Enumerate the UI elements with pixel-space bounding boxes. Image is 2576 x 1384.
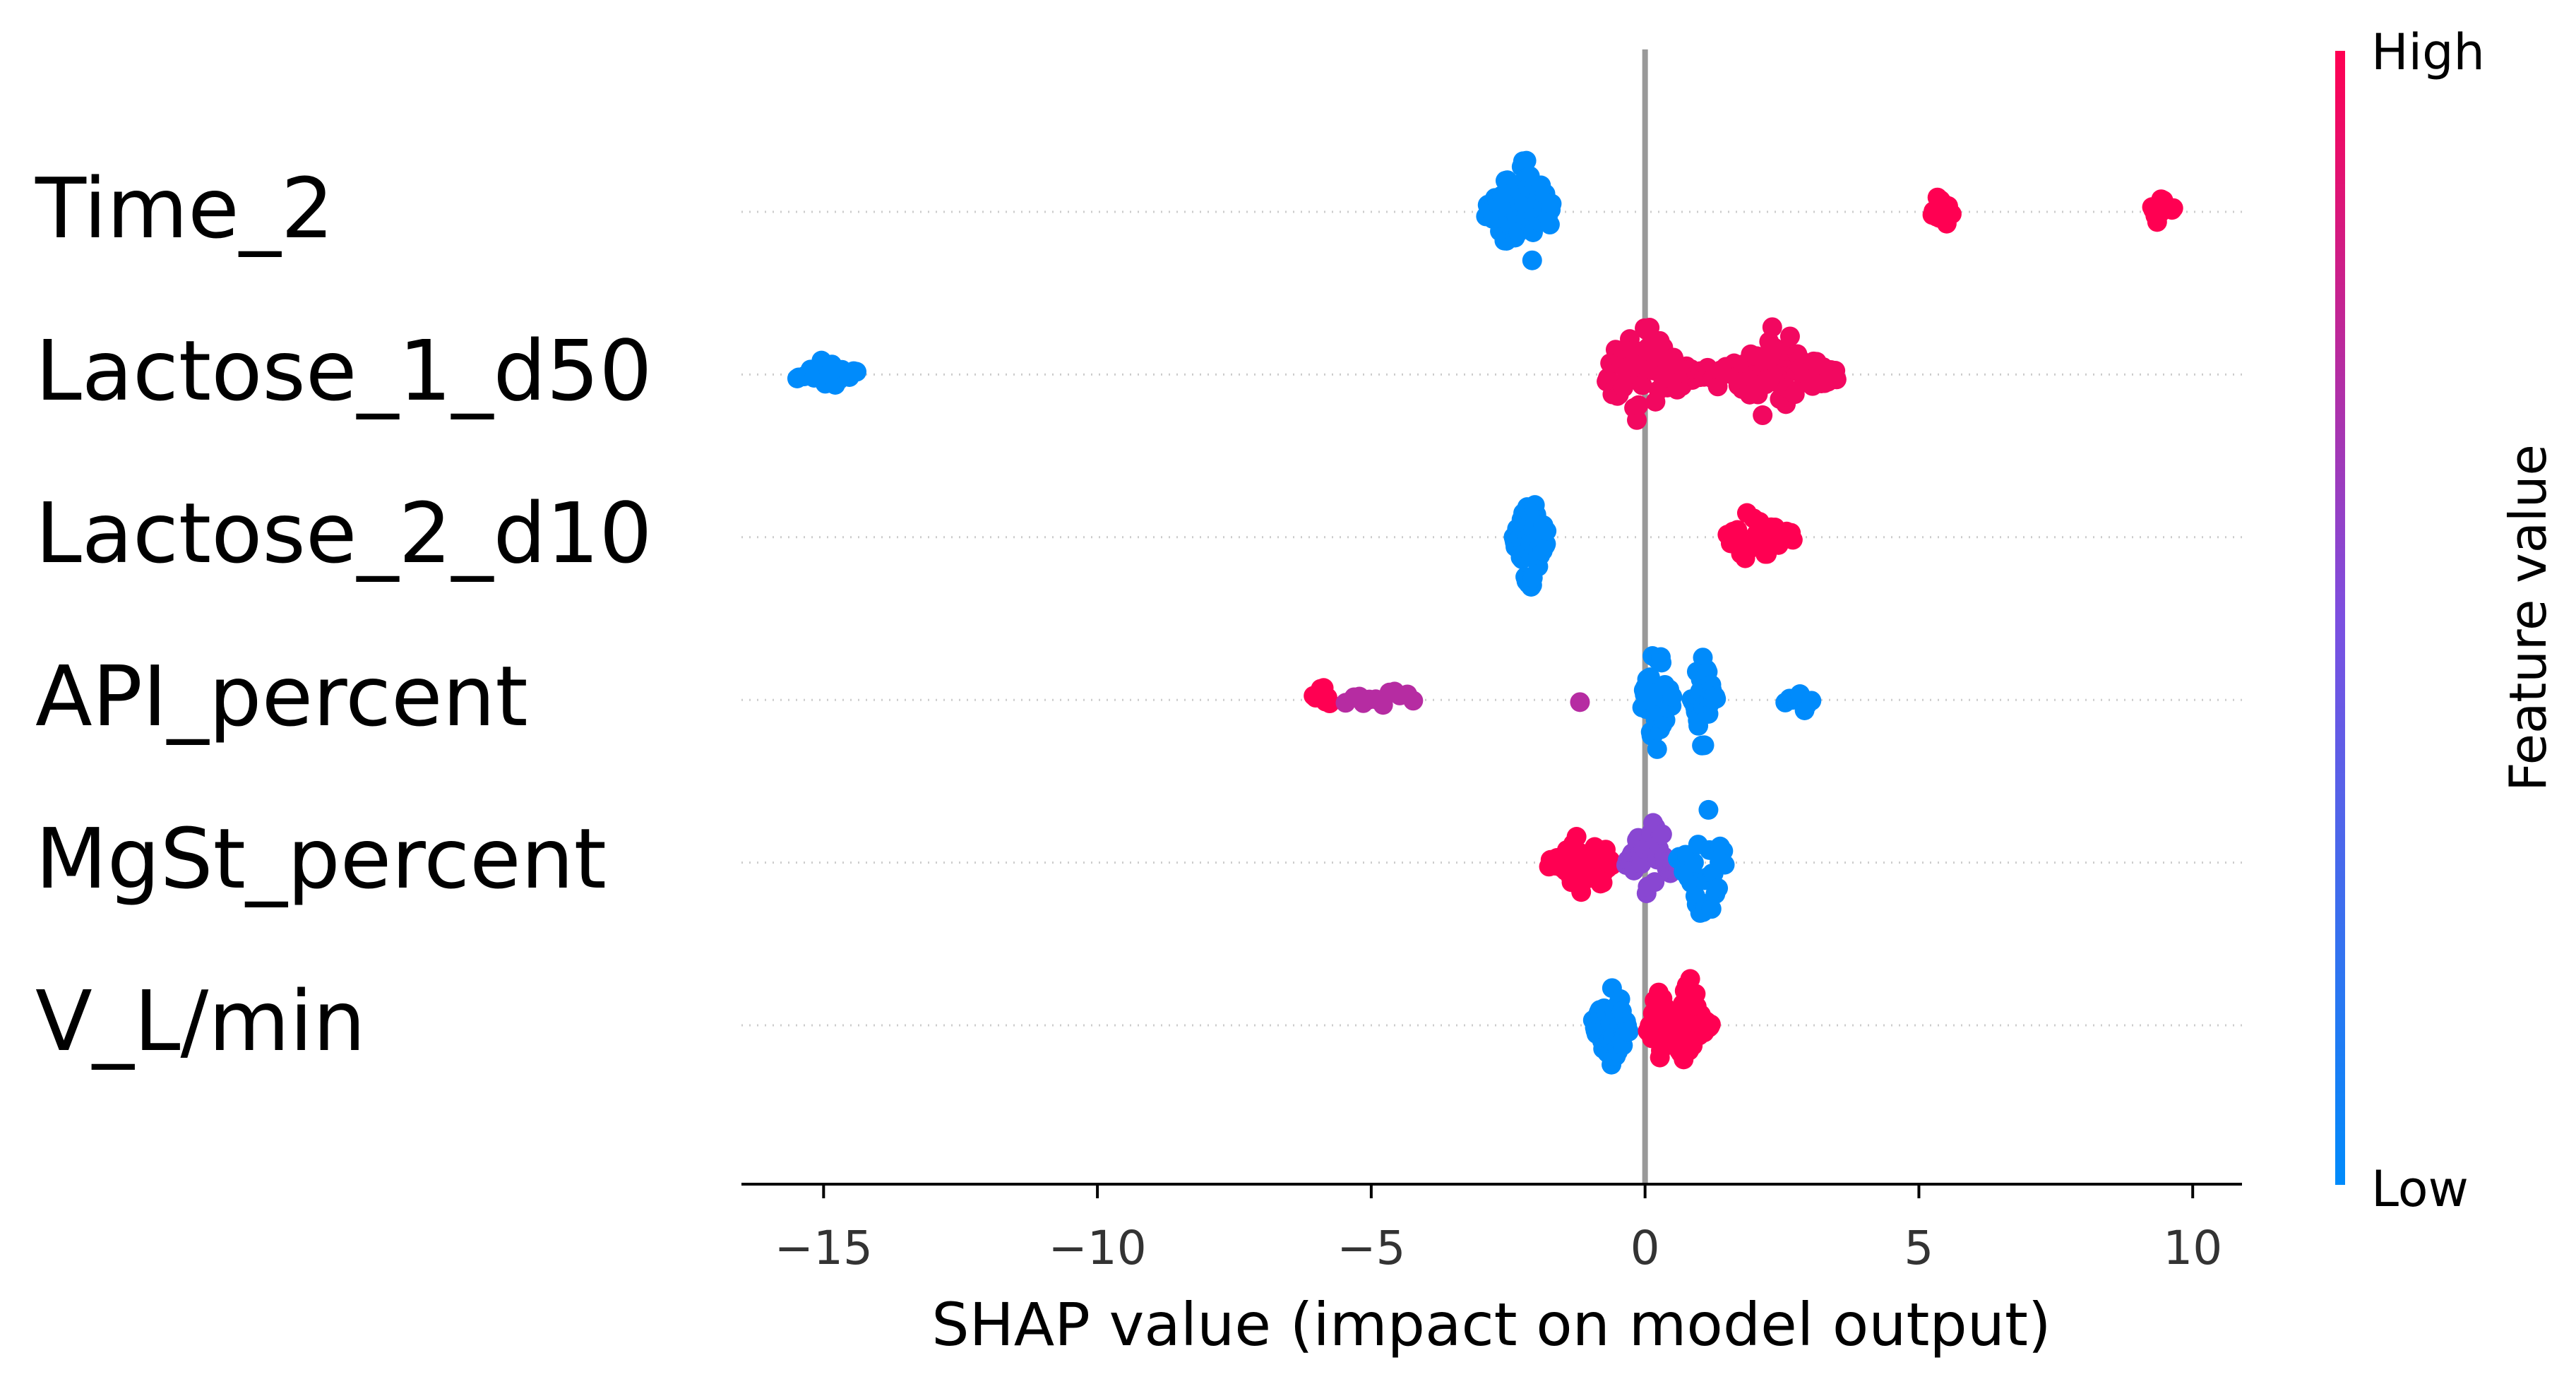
shap-point: [1622, 340, 1642, 361]
feature-label: V_L/min: [35, 972, 366, 1070]
colorbar-gradient: [2335, 51, 2345, 1185]
shap-point: [1640, 667, 1660, 688]
shap-point: [1542, 193, 1562, 214]
shap-point: [1715, 854, 1735, 875]
shap-point: [1779, 326, 1800, 347]
shap-point: [1403, 691, 1424, 711]
shap-point: [1941, 204, 1962, 225]
shap-point: [1516, 150, 1537, 171]
shap-point: [2163, 198, 2183, 218]
x-tick-label: −15: [775, 1221, 873, 1275]
shap-point: [1801, 691, 1822, 711]
shap-point: [1614, 377, 1634, 398]
x-axis-title: SHAP value (impact on model output): [931, 1290, 2051, 1359]
shap-point: [1683, 852, 1704, 873]
shap-point: [1537, 520, 1557, 541]
shap-dots: [787, 150, 2183, 1075]
x-tick-label: 0: [1630, 1221, 1660, 1275]
shap-point: [1631, 854, 1652, 874]
shap-point: [1647, 739, 1667, 759]
shap-point: [1618, 1021, 1639, 1042]
colorbar-title: Feature value: [2498, 444, 2558, 792]
feature-label: Lactose_1_d50: [35, 322, 652, 419]
colorbar: High Low Feature value: [2335, 23, 2558, 1218]
shap-point: [1632, 375, 1652, 395]
x-tick-label: −10: [1048, 1221, 1146, 1275]
shap-point: [1566, 827, 1587, 847]
shap-point: [1652, 824, 1672, 845]
feature-label: MgSt_percent: [35, 810, 607, 907]
feature-label: Time_2: [35, 160, 334, 257]
feature-label: Lactose_2_d10: [35, 484, 652, 582]
shap-point: [1570, 692, 1590, 712]
shap-point: [1539, 215, 1560, 235]
shap-point: [1602, 855, 1622, 876]
shap-point: [1706, 688, 1727, 709]
shap-point: [1708, 878, 1729, 898]
shap-point: [1700, 1014, 1721, 1034]
feature-label: API_percent: [35, 648, 528, 745]
shap-point: [1698, 799, 1719, 820]
shap-point: [1694, 735, 1715, 756]
shap-point: [1680, 969, 1700, 989]
colorbar-high-label: High: [2371, 23, 2485, 81]
shap-point: [1628, 395, 1649, 415]
shap-point: [1626, 410, 1647, 430]
shap-point: [1645, 872, 1665, 893]
x-tick-label: 5: [1904, 1221, 1933, 1275]
shap-point: [1320, 693, 1340, 714]
shap-point: [1652, 652, 1672, 673]
x-tick-label: 10: [2163, 1221, 2222, 1275]
shap-point: [1762, 317, 1782, 338]
x-axis-ticks: −15 −10 −5 0 5 10: [775, 1184, 2222, 1275]
shap-point: [1782, 530, 1803, 550]
shap-point: [1522, 250, 1542, 270]
x-tick-label: −5: [1337, 1221, 1405, 1275]
shap-point: [847, 362, 867, 382]
shap-point: [1826, 369, 1847, 390]
shap-point: [1662, 686, 1683, 707]
shap-point: [1753, 405, 1773, 426]
feature-labels: Time_2 Lactose_1_d50 Lactose_2_d10 API_p…: [35, 160, 652, 1070]
shap-point: [1707, 376, 1728, 397]
shap-point: [1701, 899, 1722, 919]
grid-lines: [741, 210, 2242, 1027]
colorbar-low-label: Low: [2371, 1160, 2469, 1218]
